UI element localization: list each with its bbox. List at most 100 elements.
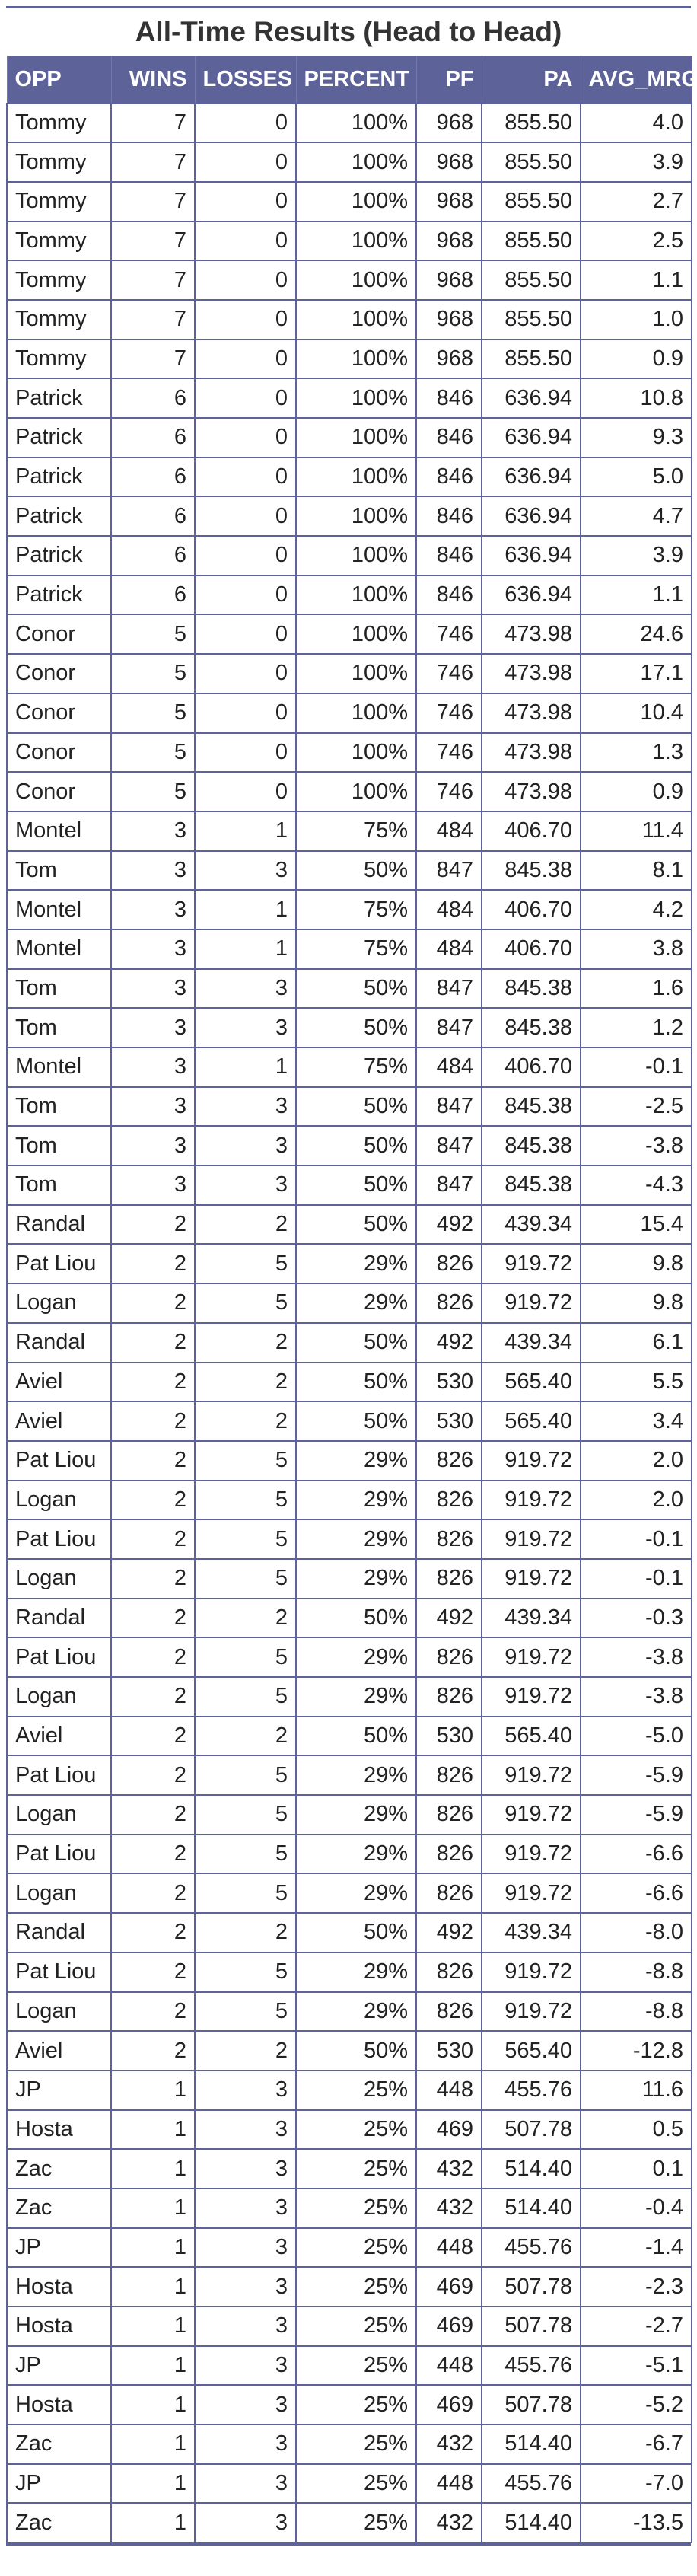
cell-wins: 2	[110, 1597, 196, 1639]
cell-opp: Aviel	[6, 1715, 112, 1757]
cell-wins: 2	[110, 1873, 196, 1914]
cell-avg-mrg: 9.8	[580, 1243, 692, 1285]
cell-losses: 0	[194, 692, 297, 734]
cell-avg-mrg: -0.1	[580, 1047, 692, 1088]
cell-opp: Tom	[6, 968, 112, 1009]
cell-losses: 0	[194, 260, 297, 301]
cell-wins: 5	[110, 692, 196, 734]
cell-percent: 25%	[295, 2424, 417, 2465]
table-body: Tommy 7 0 100% 968 855.50 4.0 Tommy 7 0 100% 968 855…	[6, 102, 692, 2544]
cell-opp: Logan	[6, 1283, 112, 1324]
table-row: JP 1 3 25% 448 455.76 -1.4	[6, 2227, 692, 2268]
table-row: Randal 2 2 50% 492 439.34 6.1	[6, 1321, 692, 1363]
cell-opp: Montel	[6, 810, 112, 852]
cell-losses: 0	[194, 102, 297, 144]
cell-wins: 7	[110, 142, 196, 183]
cell-pa: 919.72	[481, 1283, 581, 1324]
table-row: Tom 3 3 50% 847 845.38 8.1	[6, 850, 692, 891]
table-row: Pat Liou 2 5 29% 826 919.72 -5.9	[6, 1755, 692, 1797]
cell-losses: 0	[194, 417, 297, 458]
cell-avg-mrg: 3.9	[580, 142, 692, 183]
cell-pf: 826	[415, 1873, 482, 1914]
cell-opp: Patrick	[6, 496, 112, 537]
cell-opp: Logan	[6, 1873, 112, 1914]
cell-pa: 439.34	[481, 1912, 581, 1953]
cell-pf: 826	[415, 1833, 482, 1875]
cell-percent: 29%	[295, 1951, 417, 1993]
cell-wins: 5	[110, 732, 196, 773]
cell-losses: 0	[194, 338, 297, 380]
cell-wins: 6	[110, 496, 196, 537]
cell-losses: 5	[194, 1794, 297, 1835]
table-row: Tommy 7 0 100% 968 855.50 3.9	[6, 142, 692, 183]
cell-percent: 29%	[295, 1519, 417, 1560]
table-row: Tommy 7 0 100% 968 855.50 1.1	[6, 260, 692, 301]
cell-percent: 100%	[295, 771, 417, 812]
cell-losses: 2	[194, 1321, 297, 1363]
cell-avg-mrg: 11.6	[580, 2069, 692, 2111]
cell-pf: 826	[415, 1439, 482, 1481]
cell-avg-mrg: -2.7	[580, 2306, 692, 2347]
cell-wins: 2	[110, 1479, 196, 1521]
cell-wins: 7	[110, 298, 196, 340]
table-row: Pat Liou 2 5 29% 826 919.72 -3.8	[6, 1637, 692, 1678]
cell-losses: 5	[194, 1755, 297, 1797]
cell-losses: 5	[194, 1557, 297, 1599]
cell-opp: Tommy	[6, 142, 112, 183]
table-row: Pat Liou 2 5 29% 826 919.72 9.8	[6, 1243, 692, 1285]
cell-avg-mrg: 4.2	[580, 889, 692, 930]
cell-wins: 6	[110, 574, 196, 616]
cell-percent: 50%	[295, 1165, 417, 1206]
cell-losses: 5	[194, 1991, 297, 2032]
cell-percent: 50%	[295, 1125, 417, 1167]
cell-avg-mrg: -3.8	[580, 1637, 692, 1678]
table-row: Pat Liou 2 5 29% 826 919.72 -0.1	[6, 1519, 692, 1560]
cell-percent: 50%	[295, 968, 417, 1009]
cell-losses: 0	[194, 771, 297, 812]
cell-avg-mrg: -0.1	[580, 1557, 692, 1599]
cell-pf: 746	[415, 732, 482, 773]
cell-percent: 100%	[295, 378, 417, 419]
cell-percent: 50%	[295, 1715, 417, 1757]
cell-percent: 100%	[295, 220, 417, 262]
table-row: Patrick 6 0 100% 846 636.94 5.0	[6, 456, 692, 498]
cell-opp: Patrick	[6, 417, 112, 458]
cell-losses: 0	[194, 614, 297, 655]
cell-opp: Pat Liou	[6, 1519, 112, 1560]
cell-avg-mrg: 1.2	[580, 1007, 692, 1048]
cell-percent: 100%	[295, 260, 417, 301]
cell-losses: 5	[194, 1951, 297, 1993]
cell-avg-mrg: -0.1	[580, 1519, 692, 1560]
cell-percent: 50%	[295, 1597, 417, 1639]
cell-pf: 432	[415, 2424, 482, 2465]
cell-pa: 565.40	[481, 1361, 581, 1403]
cell-losses: 0	[194, 456, 297, 498]
cell-wins: 2	[110, 1912, 196, 1953]
cell-wins: 7	[110, 338, 196, 380]
cell-losses: 2	[194, 1204, 297, 1245]
cell-opp: Tom	[6, 1165, 112, 1206]
cell-pa: 919.72	[481, 1479, 581, 1521]
cell-avg-mrg: 1.0	[580, 298, 692, 340]
table-row: Patrick 6 0 100% 846 636.94 9.3	[6, 417, 692, 458]
cell-pa: 406.70	[481, 1047, 581, 1088]
cell-opp: Tommy	[6, 298, 112, 340]
cell-opp: Patrick	[6, 535, 112, 576]
cell-losses: 0	[194, 378, 297, 419]
table-row: Hosta 1 3 25% 469 507.78 -5.2	[6, 2384, 692, 2426]
cell-wins: 2	[110, 1951, 196, 1993]
cell-pf: 746	[415, 692, 482, 734]
cell-opp: Patrick	[6, 378, 112, 419]
cell-percent: 100%	[295, 180, 417, 222]
table-row: Hosta 1 3 25% 469 507.78 -2.7	[6, 2306, 692, 2347]
cell-percent: 50%	[295, 1401, 417, 1442]
cell-pf: 847	[415, 1125, 482, 1167]
cell-pa: 636.94	[481, 535, 581, 576]
cell-wins: 5	[110, 771, 196, 812]
cell-wins: 2	[110, 1204, 196, 1245]
cell-percent: 50%	[295, 1321, 417, 1363]
column-header-wins: WINS	[110, 56, 196, 104]
cell-losses: 3	[194, 1125, 297, 1167]
cell-losses: 3	[194, 2345, 297, 2386]
cell-wins: 3	[110, 968, 196, 1009]
